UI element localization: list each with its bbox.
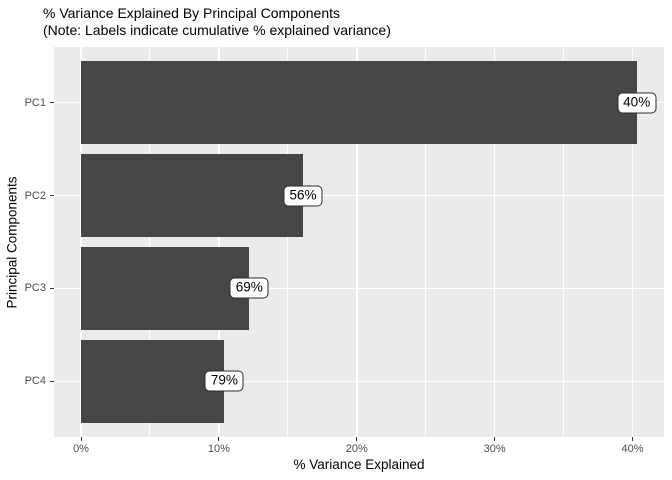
bar-label-pc3: 69% — [229, 277, 269, 299]
y-tick-label-pc3: PC3 — [24, 282, 46, 295]
gridline-major-horizontal — [54, 380, 664, 383]
plot-title: % Variance Explained By Principal Compon… — [43, 5, 341, 21]
gridline-minor-vertical — [425, 47, 427, 437]
bar-label-pc4: 79% — [204, 370, 244, 392]
bar-pc1 — [81, 60, 637, 145]
x-tick-mark — [218, 437, 220, 441]
gridline-major-horizontal — [54, 194, 664, 197]
bar-pc3 — [81, 246, 250, 331]
plot-subtitle: (Note: Labels indicate cumulative % expl… — [43, 21, 391, 38]
bar-label-pc1: 40% — [617, 92, 657, 114]
gridline-minor-vertical — [287, 47, 289, 437]
bar-pc2 — [81, 153, 303, 238]
x-tick-label-10: 10% — [207, 443, 230, 455]
y-tick-label-pc4: PC4 — [24, 375, 46, 388]
gridline-major-vertical — [80, 47, 82, 437]
x-tick-label-40: 40% — [621, 443, 644, 455]
plot-panel: 40% 56% 69% 79% — [54, 47, 664, 437]
gridline-minor-vertical — [149, 47, 151, 437]
y-tick-mark — [50, 287, 54, 289]
x-tick-label-20: 20% — [345, 443, 368, 455]
y-tick-mark — [50, 102, 54, 104]
plot-title-block: % Variance Explained By Principal Compon… — [43, 5, 391, 38]
y-tick-label-pc2: PC2 — [24, 189, 46, 202]
x-tick-label-0: 0% — [73, 443, 89, 455]
gridline-major-vertical — [631, 47, 634, 437]
x-tick-label-30: 30% — [483, 443, 506, 455]
gridline-major-vertical — [218, 47, 220, 437]
x-tick-mark — [494, 437, 496, 441]
y-tick-mark — [50, 195, 54, 197]
x-tick-mark — [356, 437, 358, 441]
gridline-major-vertical — [493, 47, 496, 437]
y-tick-mark — [50, 380, 54, 382]
x-tick-mark — [632, 437, 634, 441]
bar-label-pc2: 56% — [283, 185, 323, 207]
gridline-major-vertical — [356, 47, 358, 437]
gridline-major-horizontal — [54, 287, 664, 290]
y-tick-label-pc1: PC1 — [24, 96, 46, 109]
x-tick-mark — [80, 437, 82, 441]
bar-pc4 — [81, 339, 225, 424]
x-axis-title: % Variance Explained — [293, 457, 425, 472]
gridline-minor-vertical — [563, 47, 565, 437]
